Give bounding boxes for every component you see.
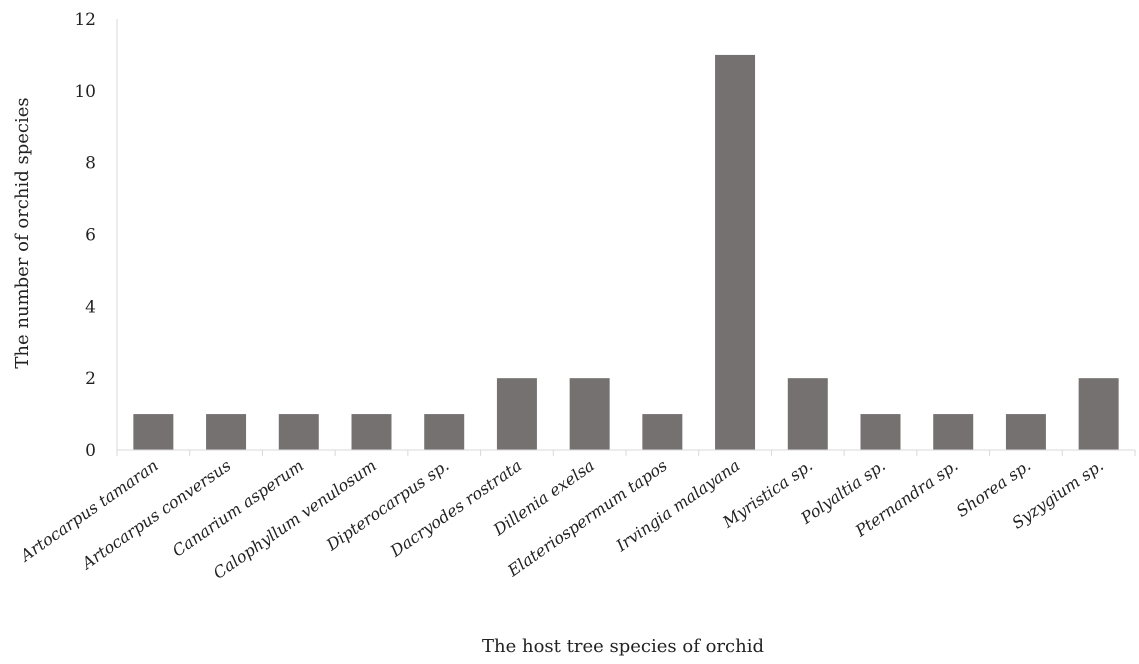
bar bbox=[933, 414, 974, 450]
x-category-label: Irvingia malayana bbox=[612, 456, 743, 556]
y-tick-label: 0 bbox=[85, 441, 96, 461]
x-category-label: Dipterocarpus sp. bbox=[322, 456, 452, 555]
y-tick-label: 6 bbox=[85, 226, 96, 246]
bar bbox=[424, 414, 465, 450]
bar bbox=[1078, 378, 1119, 450]
y-tick-label: 12 bbox=[74, 10, 96, 30]
y-tick-label: 10 bbox=[74, 82, 96, 102]
x-category-label: Canarium asperum bbox=[169, 456, 307, 561]
y-axis-title: The number of orchid species bbox=[12, 97, 33, 368]
bar bbox=[569, 378, 610, 450]
axes-group bbox=[116, 19, 1136, 456]
bar bbox=[642, 414, 683, 450]
bar bbox=[351, 414, 392, 450]
bar bbox=[133, 414, 174, 450]
x-category-label: Dacryodes rostrata bbox=[386, 456, 525, 561]
y-tick-label: 8 bbox=[85, 154, 96, 174]
bar bbox=[1005, 414, 1046, 450]
bar bbox=[496, 378, 537, 450]
bar bbox=[860, 414, 901, 450]
y-ticks-group: 0 2 4 6 8 10 12 bbox=[74, 10, 96, 461]
bar bbox=[787, 378, 828, 450]
y-tick-label: 4 bbox=[85, 297, 96, 317]
bars-group bbox=[133, 54, 1119, 451]
y-tick-label: 2 bbox=[85, 369, 96, 389]
x-axis-title: The host tree species of orchid bbox=[482, 636, 764, 657]
bar bbox=[278, 414, 319, 450]
bar bbox=[715, 54, 756, 451]
bar bbox=[206, 414, 247, 450]
